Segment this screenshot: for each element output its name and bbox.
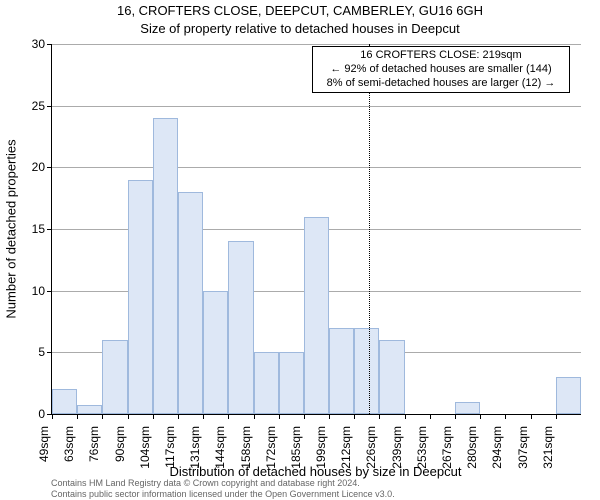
y-tick (47, 352, 52, 353)
x-tick-label: 144sqm (213, 426, 227, 486)
x-tick-label: 226sqm (364, 426, 378, 486)
x-tick-label: 49sqm (37, 426, 51, 486)
x-tick (531, 414, 532, 419)
x-tick-label: 307sqm (516, 426, 530, 486)
x-tick (354, 414, 355, 419)
histogram-bar (153, 118, 178, 414)
x-tick-label: 172sqm (264, 426, 278, 486)
x-tick-label: 212sqm (339, 426, 353, 486)
histogram-bar (279, 352, 304, 414)
histogram-bar (228, 241, 253, 414)
x-tick-label: 117sqm (163, 426, 177, 486)
x-tick (505, 414, 506, 419)
x-tick-label: 267sqm (440, 426, 454, 486)
x-tick (102, 414, 103, 419)
x-tick-label: 280sqm (465, 426, 479, 486)
gridline (52, 44, 581, 45)
x-tick (203, 414, 204, 419)
x-tick-label: 90sqm (113, 426, 127, 486)
x-tick (379, 414, 380, 419)
x-tick (329, 414, 330, 419)
annotation-line-1: 16 CROFTERS CLOSE: 219sqm (317, 49, 565, 63)
page-title: 16, CROFTERS CLOSE, DEEPCUT, CAMBERLEY, … (0, 3, 600, 18)
x-tick (52, 414, 53, 419)
x-tick (153, 414, 154, 419)
histogram-bar (102, 340, 127, 414)
x-tick (480, 414, 481, 419)
histogram-bar (556, 377, 581, 414)
histogram-bar (304, 217, 329, 414)
x-tick-label: 253sqm (415, 426, 429, 486)
histogram-bar (128, 180, 153, 414)
histogram-bar (178, 192, 203, 414)
histogram-bar (52, 389, 77, 414)
y-tick-label: 25 (5, 99, 45, 113)
x-tick-label: 239sqm (390, 426, 404, 486)
histogram-bar (77, 405, 102, 414)
histogram-bar (379, 340, 404, 414)
histogram-bar (455, 402, 480, 414)
x-tick-label: 158sqm (239, 426, 253, 486)
y-tick (47, 44, 52, 45)
x-tick (254, 414, 255, 419)
y-tick (47, 167, 52, 168)
y-tick-label: 10 (5, 284, 45, 298)
x-tick (556, 414, 557, 419)
x-tick-label: 131sqm (188, 426, 202, 486)
x-tick (304, 414, 305, 419)
x-tick-label: 104sqm (138, 426, 152, 486)
x-tick-label: 63sqm (62, 426, 76, 486)
x-tick-label: 199sqm (314, 426, 328, 486)
y-tick-label: 0 (5, 407, 45, 421)
x-tick (430, 414, 431, 419)
x-tick-label: 294sqm (490, 426, 504, 486)
annotation-line-2: ← 92% of detached houses are smaller (14… (317, 63, 565, 77)
gridline (52, 167, 581, 168)
x-tick-label: 76sqm (87, 426, 101, 486)
x-tick (178, 414, 179, 419)
x-tick (128, 414, 129, 419)
y-tick-label: 5 (5, 345, 45, 359)
annotation-line-3: 8% of semi-detached houses are larger (1… (317, 77, 565, 91)
y-tick (47, 291, 52, 292)
y-tick (47, 229, 52, 230)
x-tick (228, 414, 229, 419)
y-tick-label: 30 (5, 37, 45, 51)
histogram-bar (203, 291, 228, 414)
gridline (52, 106, 581, 107)
y-tick (47, 106, 52, 107)
footer-line-2: Contains public sector information licen… (51, 489, 580, 499)
x-tick-label: 321sqm (541, 426, 555, 486)
x-tick-label: 185sqm (289, 426, 303, 486)
annotation-box: 16 CROFTERS CLOSE: 219sqm← 92% of detach… (312, 46, 570, 93)
histogram-bar (354, 328, 379, 414)
y-tick-label: 15 (5, 222, 45, 236)
x-tick (77, 414, 78, 419)
x-tick (455, 414, 456, 419)
histogram-plot (51, 44, 581, 415)
histogram-bar (329, 328, 354, 414)
histogram-bar (254, 352, 279, 414)
page-subtitle: Size of property relative to detached ho… (0, 21, 600, 36)
marker-line (369, 44, 370, 414)
y-tick-label: 20 (5, 160, 45, 174)
x-tick (405, 414, 406, 419)
x-tick (279, 414, 280, 419)
